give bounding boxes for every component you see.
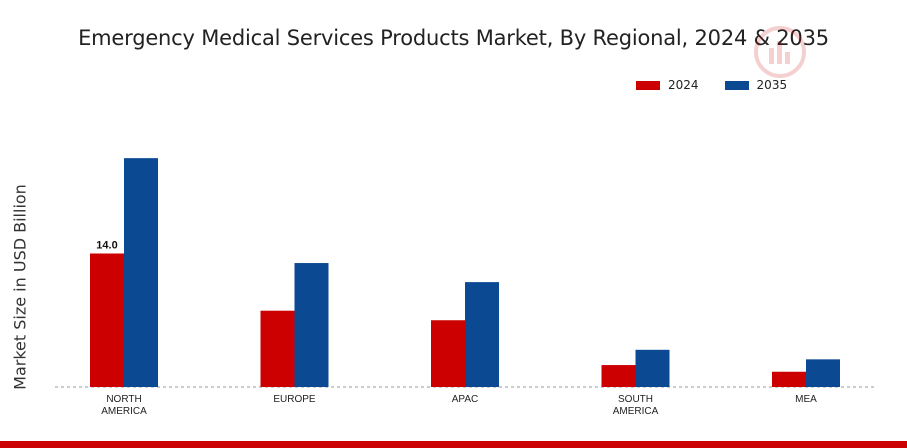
x-tick-label: SOUTH AMERICA (613, 394, 659, 417)
bar-2035-north-america (124, 158, 158, 387)
legend-label-2035: 2035 (756, 78, 788, 92)
legend-swatch-2024 (636, 80, 660, 90)
legend-swatch-2035 (724, 80, 749, 90)
legend: 2024 2035 (636, 78, 813, 92)
chart-title: Emergency Medical Services Products Mark… (78, 26, 829, 50)
bar-2035-mea (806, 359, 840, 387)
logo-watermark-icon (754, 26, 806, 78)
bar-2024-mea (772, 371, 806, 387)
x-tick-label: MEA (795, 394, 817, 405)
bar-2024-apac (431, 320, 465, 387)
footer-bar (0, 441, 907, 448)
bar-2035-south-america (635, 349, 670, 387)
bar-2035-europe (294, 263, 329, 387)
bar-2024-south-america (601, 365, 636, 387)
data-label: 14.0 (96, 240, 117, 252)
legend-label-2024: 2024 (668, 78, 699, 92)
x-tick-label: NORTH AMERICA (101, 394, 147, 417)
legend-item-2035: 2035 (724, 78, 788, 92)
legend-item-2024: 2024 (636, 78, 699, 92)
bar-2035-apac (465, 282, 499, 387)
bar-2024-north-america (90, 253, 124, 387)
x-tick-label: APAC (452, 394, 479, 405)
bar-2024-europe (260, 310, 295, 387)
x-tick-label: EUROPE (273, 394, 316, 405)
